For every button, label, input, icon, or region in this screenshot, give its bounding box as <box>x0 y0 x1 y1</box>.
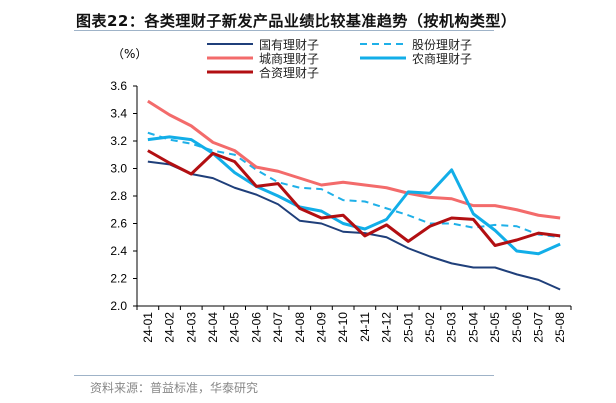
x-tick-label: 25-01 <box>401 312 415 343</box>
x-tick-label: 24-08 <box>293 312 307 343</box>
x-tick-label: 24-12 <box>380 312 394 343</box>
series-line <box>147 131 561 239</box>
y-tick-label: 2.6 <box>110 217 127 231</box>
series-line <box>147 149 561 247</box>
legend-label: 农商理财子 <box>412 51 472 66</box>
title-divider <box>74 30 494 31</box>
y-tick-label: 2.8 <box>110 189 127 203</box>
x-tick-label: 24-07 <box>271 312 285 343</box>
x-tick-label: 25-08 <box>553 312 567 343</box>
x-tick-label: 24-10 <box>336 312 350 343</box>
y-axis-unit: （%） <box>112 47 147 61</box>
y-tick-label: 3.0 <box>110 162 127 176</box>
x-tick-label: 24-04 <box>206 312 220 343</box>
x-tick-label: 24-09 <box>314 312 328 343</box>
y-tick-label: 3.2 <box>110 134 127 148</box>
chart-title: 图表22：各类理财子新发产品业绩比较基准趋势（按机构类型） <box>76 12 517 30</box>
x-tick-label: 25-07 <box>531 312 545 343</box>
x-tick-label: 24-03 <box>184 312 198 343</box>
x-tick-label: 25-02 <box>423 312 437 343</box>
legend-label: 合资理财子 <box>259 65 319 80</box>
x-tick-label: 24-05 <box>228 312 242 343</box>
y-tick-label: 3.4 <box>110 107 127 121</box>
series-line <box>147 99 561 220</box>
x-tick-label: 25-06 <box>510 312 524 343</box>
y-tick-label: 2.2 <box>110 272 127 286</box>
x-tick-label: 25-05 <box>488 312 502 343</box>
x-tick-label: 25-03 <box>445 312 459 343</box>
x-tick-label: 24-06 <box>249 312 263 343</box>
x-tick-label: 25-04 <box>466 312 480 343</box>
legend-label: 城商理财子 <box>259 51 319 66</box>
x-tick-label: 24-01 <box>141 312 155 343</box>
y-tick-label: 2.4 <box>110 244 127 258</box>
y-tick-label: 2.0 <box>110 299 127 313</box>
x-tick-label: 24-11 <box>358 312 372 342</box>
legend-label: 股份理财子 <box>412 38 472 52</box>
footer-divider <box>74 375 494 376</box>
source-note: 资料来源：普益标准，华泰研究 <box>90 381 259 395</box>
legend-label: 国有理财子 <box>259 38 319 52</box>
y-tick-label: 3.6 <box>110 79 127 93</box>
x-tick-label: 24-02 <box>163 312 177 343</box>
series-line <box>147 160 561 291</box>
